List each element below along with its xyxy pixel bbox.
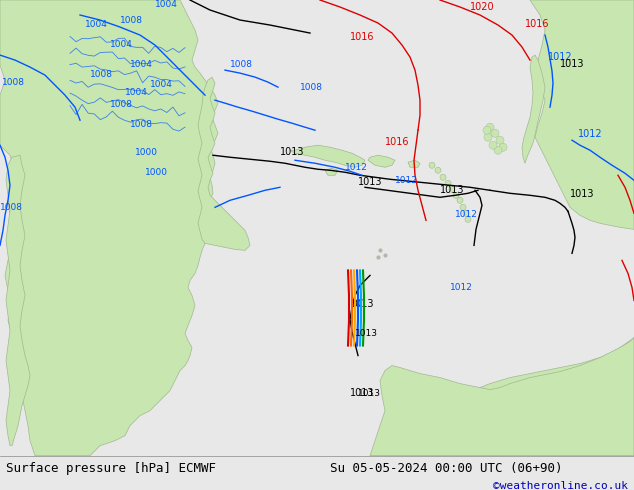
Text: 1004: 1004 (130, 60, 153, 69)
Text: 1013: 1013 (570, 189, 595, 199)
Text: 1004: 1004 (85, 20, 108, 29)
Text: 1013: 1013 (350, 299, 375, 310)
Circle shape (457, 197, 463, 203)
Polygon shape (370, 338, 634, 456)
Text: Surface pressure [hPa] ECMWF: Surface pressure [hPa] ECMWF (6, 462, 216, 475)
Circle shape (484, 133, 492, 141)
Circle shape (496, 136, 504, 144)
Polygon shape (408, 160, 420, 167)
Circle shape (435, 167, 441, 173)
Text: Su 05-05-2024 00:00 UTC (06+90): Su 05-05-2024 00:00 UTC (06+90) (330, 462, 562, 475)
Text: 1012: 1012 (578, 129, 603, 139)
Text: 1008: 1008 (120, 16, 143, 25)
Text: ©weatheronline.co.uk: ©weatheronline.co.uk (493, 481, 628, 490)
Circle shape (489, 141, 497, 149)
Polygon shape (6, 155, 30, 446)
Circle shape (429, 162, 435, 168)
Text: 1016: 1016 (385, 137, 410, 147)
Text: 1013: 1013 (358, 389, 381, 397)
Polygon shape (370, 338, 634, 456)
Text: 1004: 1004 (155, 0, 178, 9)
Circle shape (499, 143, 507, 151)
Text: 1013: 1013 (560, 59, 585, 69)
Text: 1013: 1013 (355, 328, 378, 338)
Text: 1016: 1016 (350, 32, 375, 42)
Text: 1008: 1008 (110, 100, 133, 109)
Text: 1008: 1008 (230, 60, 253, 69)
Text: 1008: 1008 (300, 83, 323, 92)
Text: 1012: 1012 (450, 283, 473, 293)
Text: 1012: 1012 (548, 52, 573, 62)
Circle shape (440, 174, 446, 180)
Text: 1013: 1013 (358, 177, 382, 187)
Polygon shape (325, 168, 338, 175)
Text: 1013: 1013 (440, 185, 465, 196)
Polygon shape (290, 145, 365, 167)
Circle shape (465, 216, 471, 222)
Circle shape (491, 129, 499, 137)
Text: 1008: 1008 (0, 203, 23, 212)
Circle shape (449, 186, 455, 192)
Text: 1013: 1013 (280, 147, 304, 157)
Text: 1000: 1000 (135, 148, 158, 157)
Circle shape (460, 204, 466, 210)
Circle shape (483, 126, 491, 134)
Circle shape (453, 192, 459, 198)
Polygon shape (0, 0, 218, 456)
Text: 1012: 1012 (395, 176, 418, 185)
Text: 1012: 1012 (345, 163, 368, 172)
Text: 1008: 1008 (2, 78, 25, 87)
Polygon shape (522, 55, 545, 163)
Polygon shape (530, 0, 634, 229)
Polygon shape (368, 155, 395, 167)
Circle shape (445, 180, 451, 186)
Polygon shape (198, 77, 250, 250)
Text: 1012: 1012 (455, 210, 478, 220)
Text: 1000: 1000 (145, 168, 168, 177)
Text: 1004: 1004 (125, 88, 148, 97)
Text: 1004: 1004 (110, 40, 133, 49)
Circle shape (494, 146, 502, 154)
Text: 1020: 1020 (470, 2, 495, 12)
Text: 1016: 1016 (525, 19, 550, 29)
Text: 1013: 1013 (350, 388, 375, 397)
Text: 1008: 1008 (130, 120, 153, 129)
Text: 1008: 1008 (90, 70, 113, 79)
Circle shape (463, 210, 469, 216)
Circle shape (486, 123, 494, 131)
Text: 1004: 1004 (150, 80, 173, 89)
